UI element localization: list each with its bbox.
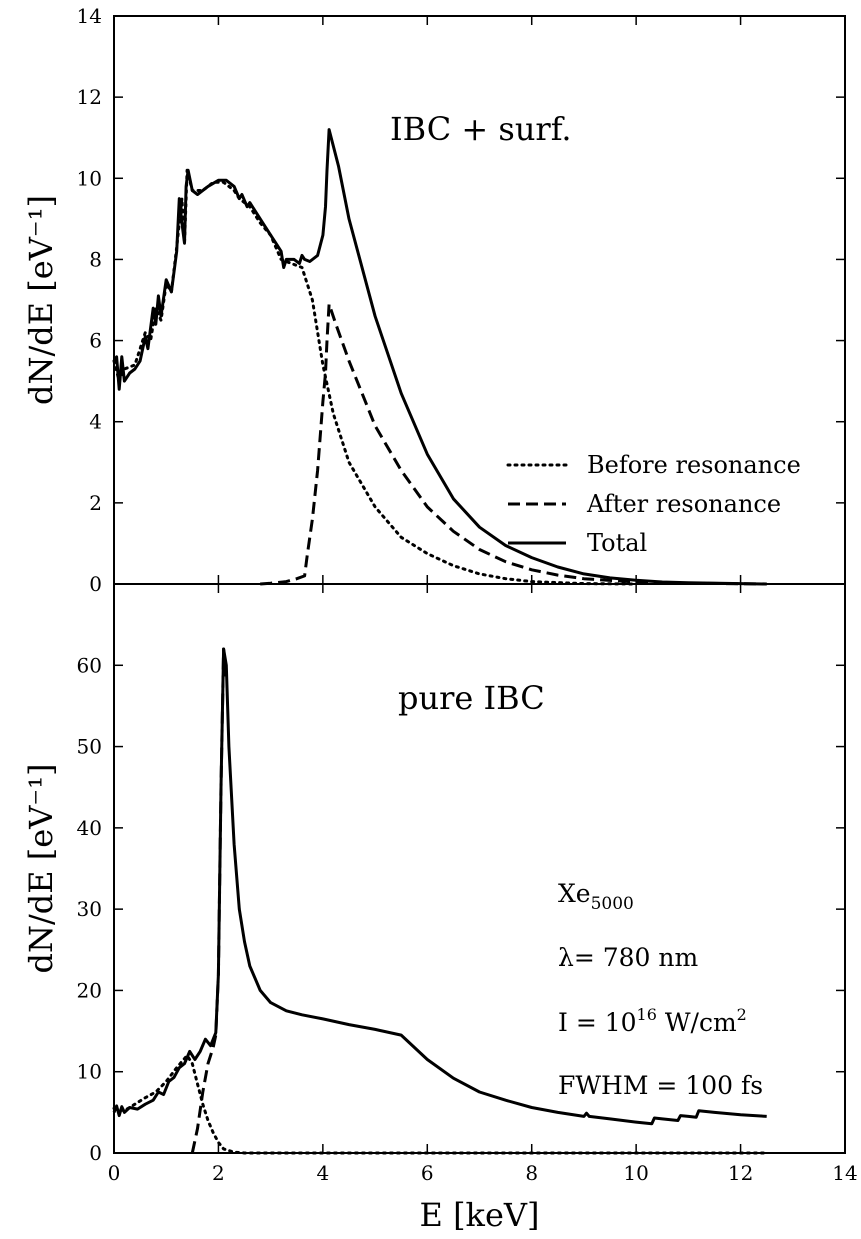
bottom-series-solid (112, 647, 767, 1126)
top-y-tick-label: 0 (89, 572, 102, 596)
top-y-tick-label: 12 (77, 85, 102, 109)
bottom-panel: 0 2 4 6 8 10 12 14 0 10 20 30 40 50 60 dN/dE [eV⁻¹] pure… (22, 583, 858, 1185)
top-series-dashed (260, 302, 767, 586)
intensity-annotation: I = 1016 W/cm2 (558, 1005, 747, 1037)
bottom-x-tick-label: 8 (525, 1161, 538, 1185)
bottom-y-tick-label: 0 (89, 1141, 102, 1165)
bottom-x-tick-label: 12 (728, 1161, 753, 1185)
bottom-y-tick-label: 10 (77, 1060, 102, 1084)
legend: Before resonance After resonance Total (506, 451, 801, 557)
top-panel: 0 2 4 6 8 10 12 14 dN/dE [eV⁻¹] IBC + surf. Before… (22, 4, 846, 596)
fwhm-annotation: FWHM = 100 fs (558, 1071, 763, 1100)
x-axis-label: E [keV] (420, 1196, 540, 1234)
bottom-y-axis-title: dN/dE [eV⁻¹] (22, 763, 60, 973)
bottom-x-tick-label: 0 (108, 1161, 121, 1185)
bottom-y-tick-label: 20 (77, 978, 102, 1002)
legend-label-dotted: Before resonance (587, 451, 801, 479)
top-y-tick-label: 6 (89, 329, 102, 353)
bottom-plot-frame (113, 583, 846, 1154)
top-y-tick-label: 14 (77, 4, 102, 28)
bottom-x-tick-label: 2 (212, 1161, 225, 1185)
bottom-x-tick-label: 10 (623, 1161, 648, 1185)
top-y-tick-label: 10 (77, 166, 102, 190)
legend-label-dashed: After resonance (586, 490, 781, 518)
top-panel-label: IBC + surf. (390, 110, 572, 148)
top-y-tick-label: 2 (89, 491, 102, 515)
top-y-tick-label: 8 (89, 247, 102, 271)
top-series-dotted (112, 168, 638, 586)
species-annotation: Xe5000 (558, 879, 634, 914)
legend-label-solid: Total (587, 529, 647, 557)
wavelength-annotation: λ= 780 nm (558, 943, 699, 972)
bottom-x-tick-label: 14 (832, 1161, 857, 1185)
top-y-tick-label: 4 (89, 410, 102, 434)
bottom-y-tick-label: 30 (77, 897, 102, 921)
top-y-axis-title: dN/dE [eV⁻¹] (22, 195, 60, 405)
bottom-y-tick-label: 40 (77, 816, 102, 840)
bottom-x-tick-label: 6 (421, 1161, 434, 1185)
x-axis-title: E [keV] (420, 1196, 540, 1234)
bottom-y-tick-label: 50 (77, 735, 102, 759)
bottom-series-dotted (112, 1054, 769, 1155)
top-series-solid (112, 128, 767, 586)
bottom-x-tick-label: 4 (316, 1161, 329, 1185)
bottom-panel-label: pure IBC (398, 679, 545, 717)
annotation-block: Xe5000 λ= 780 nm I = 1016 W/cm2 FWHM = 100 … (558, 879, 763, 1100)
bottom-y-tick-label: 60 (77, 653, 102, 677)
